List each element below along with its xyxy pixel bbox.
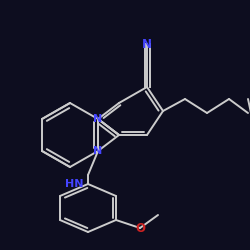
Text: N: N xyxy=(94,114,103,124)
Text: N: N xyxy=(94,146,103,156)
Text: O: O xyxy=(135,222,145,234)
Text: N: N xyxy=(142,38,152,51)
Text: HN: HN xyxy=(66,179,84,189)
